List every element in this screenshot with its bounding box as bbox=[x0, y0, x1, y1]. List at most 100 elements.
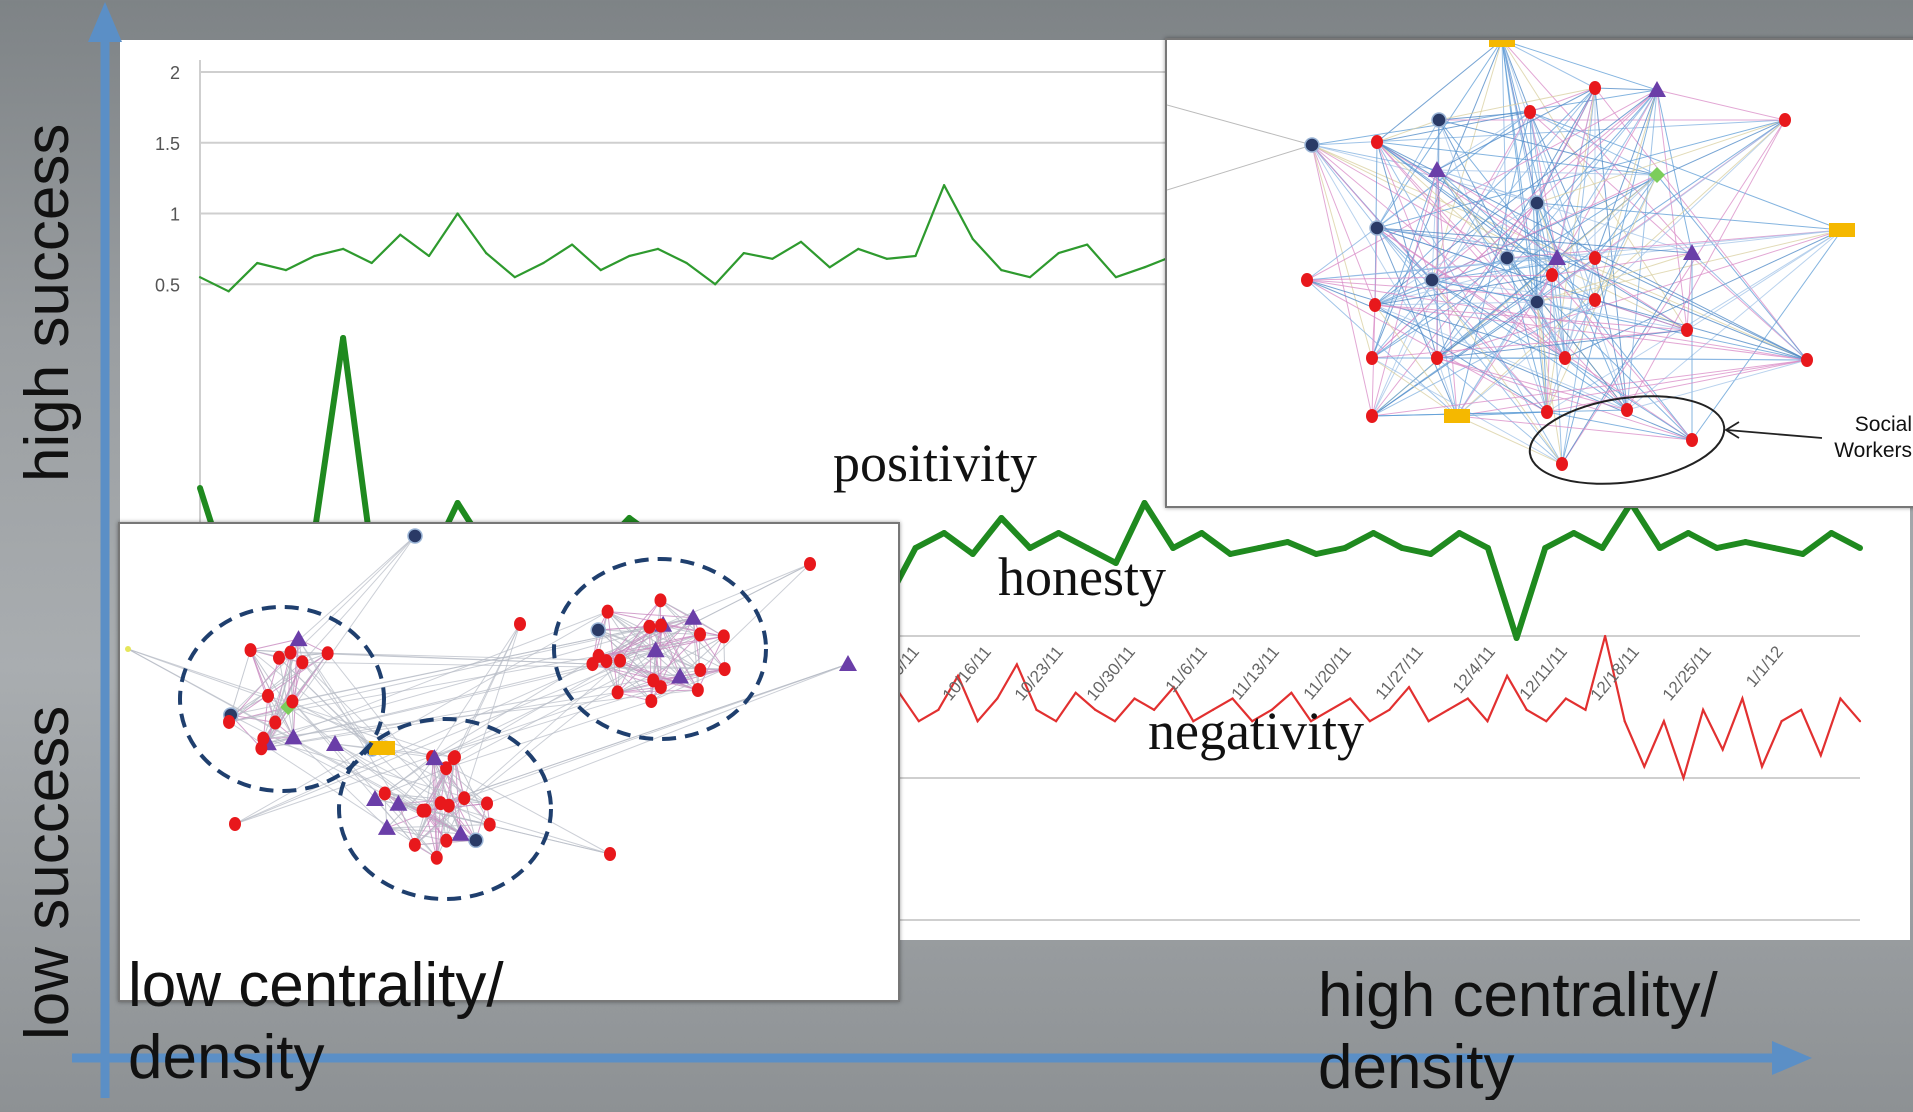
network-edge bbox=[1306, 111, 1531, 281]
dense-network-graph bbox=[1166, 33, 1855, 485]
data-point bbox=[1370, 530, 1377, 536]
red-node-icon bbox=[1546, 268, 1558, 282]
network-edge bbox=[1551, 174, 1658, 276]
purple-triangle-node-icon bbox=[1683, 244, 1701, 260]
data-point bbox=[1341, 545, 1348, 551]
data-point bbox=[1513, 635, 1520, 641]
y-tick-label: 2 bbox=[170, 63, 180, 83]
red-node-icon bbox=[654, 593, 667, 608]
data-point bbox=[1839, 697, 1842, 700]
network-edge bbox=[1371, 409, 1628, 417]
data-point bbox=[1643, 765, 1646, 768]
network-edge bbox=[1529, 111, 1566, 359]
network-edge bbox=[1594, 174, 1658, 259]
red-node-icon bbox=[458, 791, 471, 806]
data-point bbox=[1084, 545, 1091, 551]
network-edge bbox=[1376, 119, 1786, 229]
data-point bbox=[313, 254, 316, 258]
x-axis-high-line1: high centrality/ bbox=[1318, 961, 1718, 1030]
data-point bbox=[1027, 545, 1033, 551]
data-point bbox=[1545, 720, 1548, 723]
data-point bbox=[1857, 545, 1863, 551]
data-point bbox=[1570, 530, 1577, 536]
red-node-icon bbox=[1779, 113, 1791, 127]
social-workers-ellipse bbox=[1528, 395, 1726, 485]
network-edge bbox=[662, 563, 811, 626]
data-point bbox=[256, 261, 259, 265]
network-edge bbox=[1686, 252, 1693, 331]
network-edge bbox=[1436, 169, 1693, 254]
red-node-icon bbox=[645, 693, 658, 708]
network-edge bbox=[1436, 229, 1843, 359]
network-edge bbox=[1376, 141, 1553, 276]
navy-node-icon bbox=[1529, 294, 1545, 310]
network-edge bbox=[1436, 357, 1563, 465]
data-point bbox=[1656, 545, 1663, 551]
network-edge bbox=[1594, 299, 1688, 331]
network-edge bbox=[1306, 257, 1558, 281]
red-node-icon bbox=[378, 786, 391, 801]
data-point bbox=[1780, 720, 1783, 723]
network-edge bbox=[1529, 111, 1808, 361]
network-edge bbox=[1501, 39, 1553, 276]
red-node-icon bbox=[1589, 81, 1601, 95]
data-point bbox=[342, 247, 345, 250]
navy-node-icon bbox=[590, 622, 606, 638]
data-point bbox=[1251, 720, 1254, 723]
network-edge bbox=[1431, 279, 1596, 301]
network-edge bbox=[298, 638, 399, 804]
data-point bbox=[485, 252, 488, 255]
data-point bbox=[1484, 545, 1491, 551]
positivity-label: positivity bbox=[833, 433, 1038, 493]
red-node-icon bbox=[408, 837, 421, 852]
network-edge bbox=[1376, 39, 1503, 229]
network-edge bbox=[1551, 274, 1563, 465]
red-node-icon bbox=[1371, 135, 1383, 149]
navy-node-icon bbox=[1529, 195, 1545, 211]
data-point bbox=[1721, 748, 1724, 751]
purple-triangle-node-icon bbox=[1428, 161, 1446, 177]
data-point bbox=[1309, 720, 1313, 723]
network-edge bbox=[1594, 87, 1658, 91]
network-edge bbox=[1371, 359, 1808, 417]
data-point bbox=[370, 261, 373, 265]
network-edge bbox=[261, 669, 701, 749]
network-edge bbox=[1431, 119, 1440, 281]
data-point bbox=[1015, 663, 1018, 666]
network-edge bbox=[1656, 89, 1786, 121]
network-edge bbox=[1166, 104, 1313, 146]
red-node-icon bbox=[1301, 273, 1313, 287]
network-edge bbox=[1594, 257, 1808, 361]
red-node-icon bbox=[647, 673, 660, 688]
purple-triangle-node-icon bbox=[425, 749, 444, 766]
network-edge bbox=[1456, 119, 1786, 417]
red-node-icon bbox=[481, 796, 494, 811]
negativity-label: negativity bbox=[1148, 701, 1364, 761]
network-edge bbox=[1686, 229, 1843, 331]
network-edge bbox=[1376, 227, 1693, 441]
data-point bbox=[1112, 560, 1119, 566]
clustered-network-graph bbox=[125, 528, 857, 901]
network-edge bbox=[1551, 274, 1693, 441]
network-edge bbox=[1436, 87, 1596, 171]
red-node-icon bbox=[600, 654, 613, 669]
data-point bbox=[1368, 720, 1371, 723]
x-axis-low-centrality-label: low centrality/ density bbox=[128, 950, 504, 1094]
purple-triangle-node-icon bbox=[366, 790, 384, 806]
network-edge bbox=[1436, 357, 1628, 411]
data-point bbox=[1284, 539, 1291, 545]
network-edge bbox=[1546, 257, 1596, 413]
data-point bbox=[1623, 720, 1626, 723]
network-edge bbox=[1536, 89, 1658, 303]
network-edge bbox=[301, 535, 416, 663]
data-point bbox=[1456, 530, 1463, 536]
data-point bbox=[1170, 545, 1177, 551]
network-edge bbox=[431, 655, 599, 758]
data-point bbox=[1741, 697, 1744, 700]
data-point bbox=[1000, 269, 1003, 272]
network-edge bbox=[1551, 252, 1693, 276]
network-edge bbox=[1376, 141, 1433, 281]
data-point bbox=[1407, 686, 1411, 689]
red-node-icon bbox=[1366, 409, 1378, 423]
honesty-label: honesty bbox=[998, 547, 1166, 607]
